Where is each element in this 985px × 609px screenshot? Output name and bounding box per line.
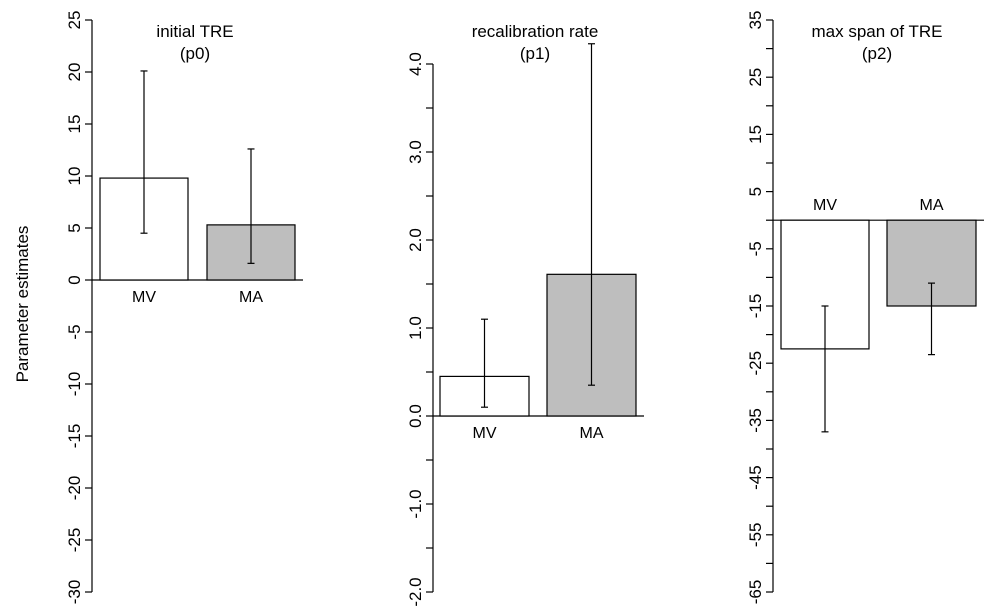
panel-title: max span of TRE — [811, 22, 942, 41]
y-tick-label: -55 — [746, 523, 765, 548]
y-tick-label: 35 — [746, 11, 765, 30]
y-tick-label: 25 — [746, 68, 765, 87]
y-tick-label: 15 — [746, 125, 765, 144]
panel-initial-tre: -30 -25 -20 -15 -10 -5 0 5 10 15 20 25 MV MA initial T… — [65, 11, 303, 605]
y-tick-label: -2.0 — [406, 577, 425, 606]
panel-title: recalibration rate — [472, 22, 599, 41]
y-tick-label: -5 — [65, 324, 84, 339]
y-tick-label: -30 — [65, 580, 84, 605]
y-tick-label: -1.0 — [406, 489, 425, 518]
panel-title: (p1) — [520, 44, 550, 63]
y-tick-label: -15 — [65, 424, 84, 449]
y-tick-label: 4.0 — [406, 52, 425, 76]
panel-recalibration-rate: -2.0 -1.0 0.0 1.0 2.0 3.0 4.0 MV MA recalibration… — [406, 22, 644, 607]
y-tick-label: -10 — [65, 372, 84, 397]
category-label: MV — [473, 425, 497, 442]
y-tick-label: 1.0 — [406, 316, 425, 340]
y-tick-label: -25 — [746, 351, 765, 376]
y-tick-label: -15 — [746, 294, 765, 319]
y-tick-label: -25 — [65, 528, 84, 553]
category-label: MV — [813, 197, 837, 214]
category-label: MV — [132, 289, 156, 306]
y-tick-label: 5 — [65, 223, 84, 232]
panel-title: (p0) — [180, 44, 210, 63]
y-tick-label: -20 — [65, 476, 84, 501]
y-tick-label: -45 — [746, 465, 765, 490]
y-tick-label: -35 — [746, 408, 765, 433]
y-tick-label: -5 — [746, 241, 765, 256]
panel-title: initial TRE — [156, 22, 233, 41]
y-tick-label: 2.0 — [406, 228, 425, 252]
panel-title: (p2) — [862, 44, 892, 63]
category-label: MA — [920, 197, 944, 214]
y-tick-label: 15 — [65, 115, 84, 134]
category-label: MA — [580, 425, 604, 442]
y-tick-label: -65 — [746, 580, 765, 605]
y-tick-label: 0 — [65, 275, 84, 284]
y-tick-label: 3.0 — [406, 140, 425, 164]
y-tick-label: 0.0 — [406, 404, 425, 428]
y-tick-label: 10 — [65, 167, 84, 186]
y-tick-label: 5 — [746, 187, 765, 196]
y-tick-label: 20 — [65, 63, 84, 82]
y-tick-label: 25 — [65, 11, 84, 30]
category-label: MA — [239, 289, 263, 306]
y-axis-label: Parameter estimates — [13, 226, 32, 383]
